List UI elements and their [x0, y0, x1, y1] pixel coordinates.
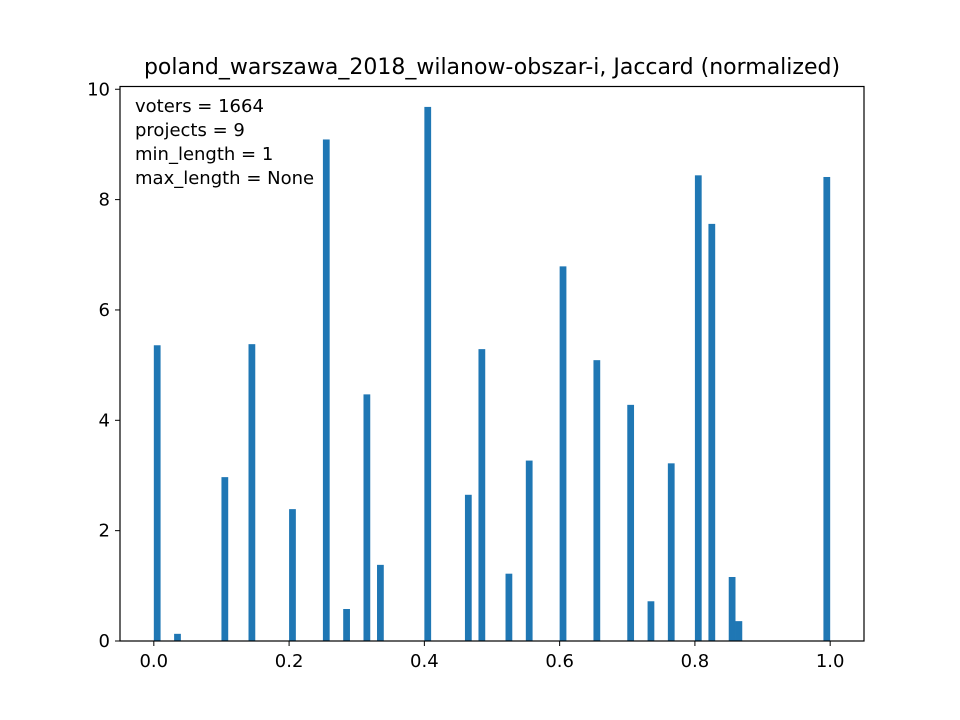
chart-title: poland_warszawa_2018_wilanow-obszar-i, J… [144, 55, 840, 80]
bar [728, 576, 736, 641]
bar [221, 477, 229, 641]
y-tick-label: 2 [99, 521, 110, 542]
bar [322, 139, 330, 641]
y-tick-label: 10 [87, 79, 110, 100]
bar [424, 106, 432, 641]
bar [667, 463, 675, 641]
bar [478, 349, 486, 641]
y-tick-label: 6 [99, 300, 110, 321]
x-tick-label: 1.0 [816, 651, 845, 672]
bar [823, 176, 831, 641]
x-tick-label: 0.2 [275, 651, 304, 672]
bar [525, 460, 533, 641]
bar [174, 633, 181, 641]
bar [627, 404, 635, 641]
bar [593, 360, 601, 641]
annotation-min-length: min_length = 1 [135, 144, 273, 165]
bar [505, 573, 513, 641]
annotation-max-length: max_length = None [135, 168, 314, 189]
bar [363, 394, 371, 641]
x-tick-label: 0.4 [410, 651, 439, 672]
x-axis: 0.0 0.2 0.4 0.6 0.8 1.0 [139, 641, 845, 672]
bars-group [153, 106, 831, 641]
bar [153, 345, 161, 641]
x-tick-label: 0.8 [681, 651, 710, 672]
y-tick-label: 8 [99, 190, 110, 211]
bar [464, 494, 472, 641]
bar [343, 608, 350, 641]
bar [248, 344, 256, 641]
y-tick-label: 0 [99, 631, 110, 652]
bar [377, 564, 384, 641]
bar [735, 621, 743, 641]
bar [559, 266, 567, 641]
y-tick-label: 4 [99, 410, 110, 431]
plot-frame [119, 85, 865, 642]
x-tick-label: 0.6 [545, 651, 574, 672]
x-tick-label: 0.0 [139, 651, 168, 672]
annotation-projects: projects = 9 [135, 120, 245, 141]
bar [708, 223, 716, 641]
stats-annotation: voters = 1664 projects = 9 min_length = … [135, 96, 314, 189]
y-axis: 0 2 4 6 8 10 [87, 79, 120, 652]
bar [289, 509, 296, 641]
bar [694, 175, 702, 641]
bar [647, 601, 655, 641]
annotation-voters: voters = 1664 [135, 96, 264, 117]
